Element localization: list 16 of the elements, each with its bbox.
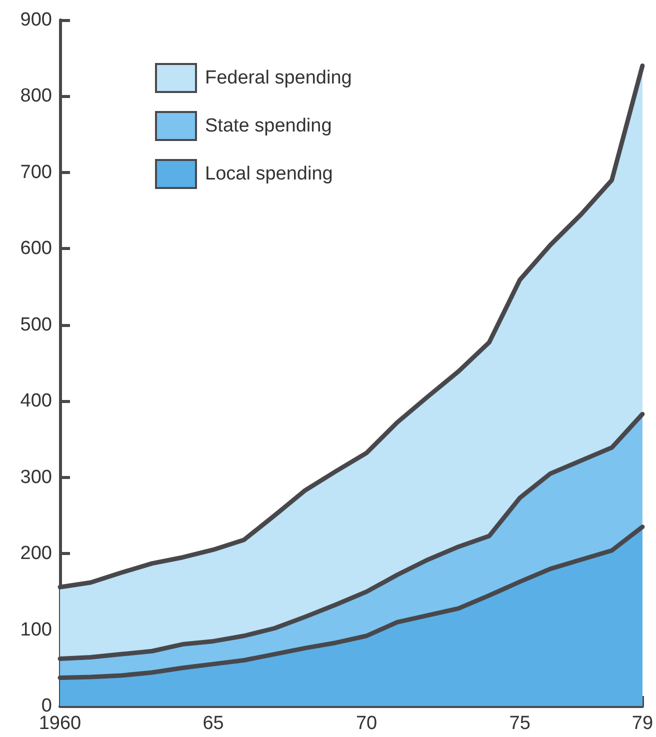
- x-tick-label: 65: [202, 713, 224, 734]
- y-tick-label: 100: [20, 619, 52, 640]
- y-tick-label: 200: [20, 543, 52, 564]
- y-tick-label: 800: [20, 86, 52, 107]
- x-tick-label: 75: [509, 713, 530, 734]
- x-tick-label: 70: [356, 713, 378, 734]
- legend-label: Local spending: [205, 164, 333, 184]
- y-tick-label: 500: [20, 314, 52, 336]
- y-tick-label: 600: [20, 238, 52, 260]
- y-tick-label: 700: [20, 162, 52, 183]
- x-tick-label: 79: [632, 713, 654, 734]
- legend-label: Federal spending: [205, 68, 352, 88]
- legend-label: State spending: [205, 116, 332, 136]
- y-tick-label: 900: [20, 10, 52, 30]
- y-tick-label: 300: [20, 466, 52, 488]
- y-tick-label: 400: [20, 390, 52, 412]
